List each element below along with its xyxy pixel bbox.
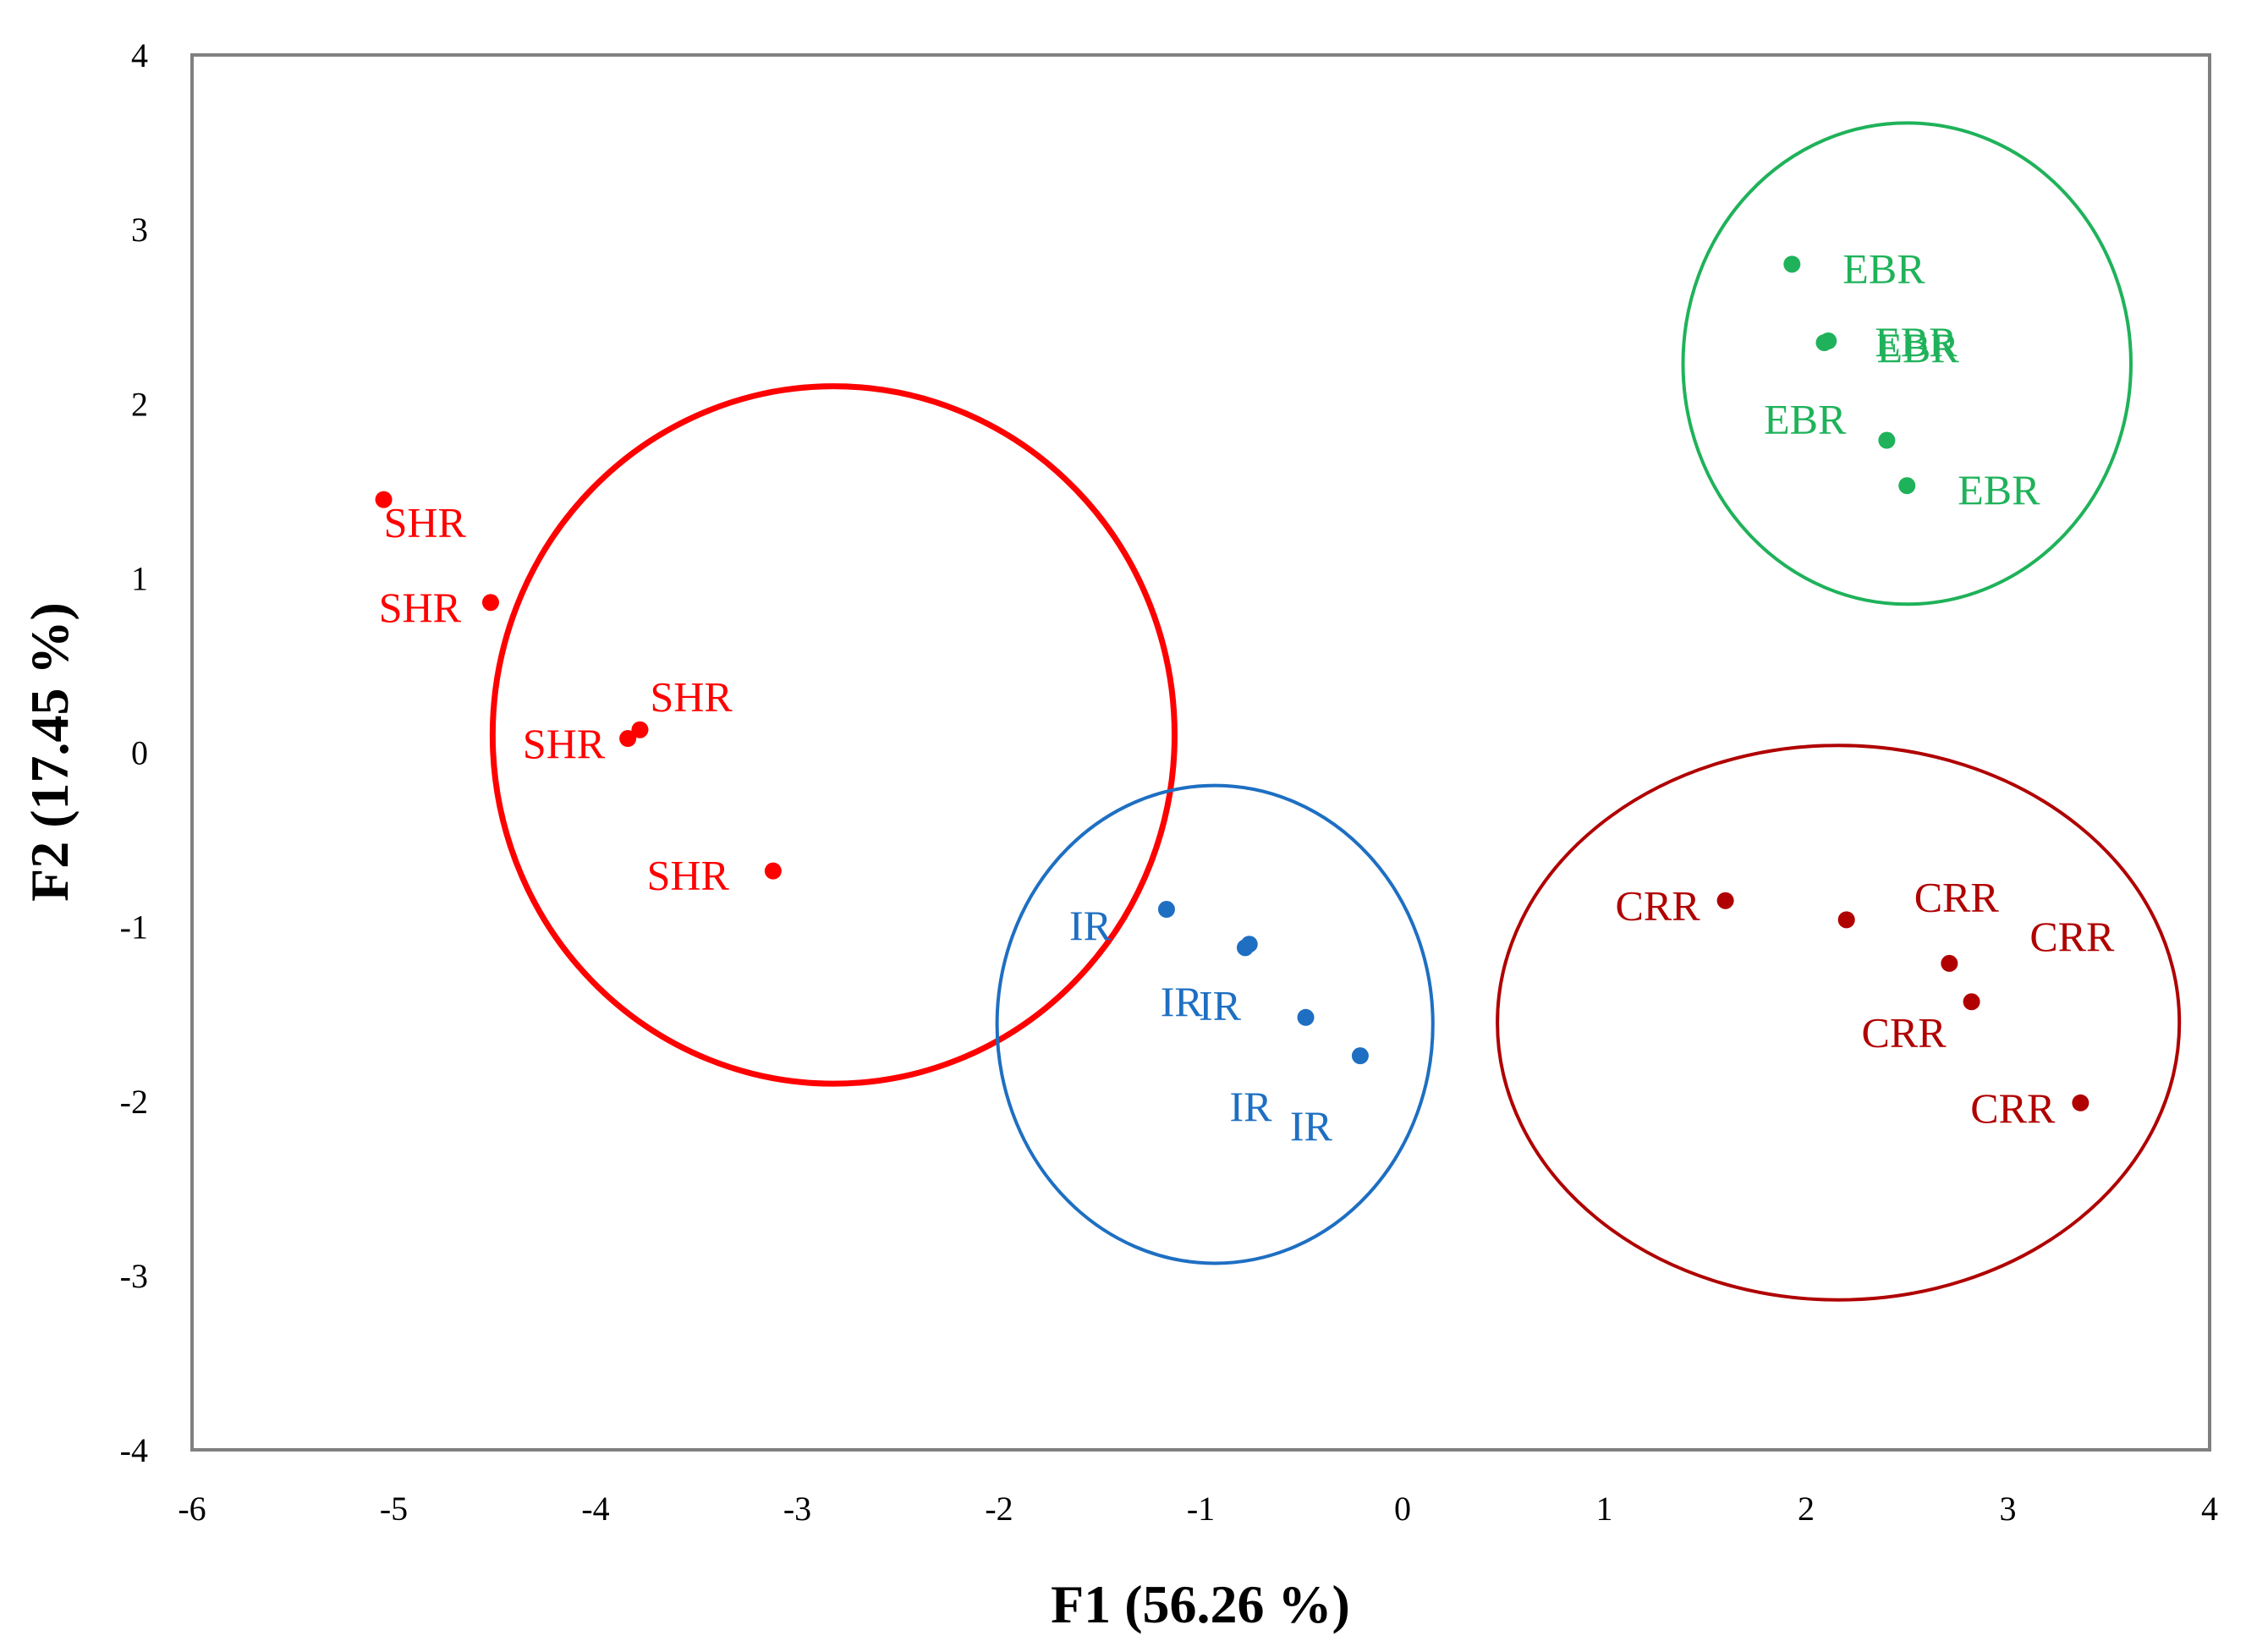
point-crr bbox=[1963, 993, 1980, 1011]
point-ebr bbox=[1898, 477, 1916, 495]
y-tick-label: 0 bbox=[131, 734, 148, 772]
ellipse-crr bbox=[1496, 744, 2182, 1302]
x-tick-label: -1 bbox=[1187, 1490, 1215, 1528]
point-label-ebr: EBR bbox=[1842, 244, 1925, 292]
point-ir bbox=[1157, 901, 1175, 919]
point-ebr bbox=[1878, 431, 1896, 449]
x-tick-label: -5 bbox=[380, 1490, 408, 1528]
point-crr bbox=[1837, 911, 1855, 929]
x-axis-title: F1 (56.26 %) bbox=[1051, 1574, 1350, 1634]
x-tick-label: 2 bbox=[1798, 1490, 1815, 1528]
point-label-ebr: EBR bbox=[1876, 324, 1959, 371]
point-label-crr: CRR bbox=[1914, 873, 2000, 920]
point-label-ebr: EBR bbox=[1958, 466, 2040, 513]
point-label-crr: CRR bbox=[1862, 1008, 1947, 1056]
point-label-crr: CRR bbox=[1970, 1084, 2056, 1132]
point-label-shr: SHR bbox=[384, 499, 467, 546]
y-tick-label: 1 bbox=[131, 559, 148, 597]
point-label-ir: IR bbox=[1230, 1083, 1273, 1130]
x-tick-label: -6 bbox=[178, 1490, 206, 1528]
point-ir bbox=[1297, 1008, 1315, 1026]
plot-area-border bbox=[190, 53, 2211, 1452]
point-ir bbox=[1236, 939, 1254, 957]
axis-ticks: -6 -5 -4 -3 -2 -1 0 1 2 3 4 -4 -3 -2 -1 0 1 2 3 4 bbox=[120, 36, 2218, 1528]
y-tick-label: 2 bbox=[131, 385, 148, 423]
point-ir bbox=[1351, 1047, 1369, 1065]
ellipse-shr bbox=[489, 383, 1178, 1087]
point-label-shr: SHR bbox=[647, 852, 730, 899]
point-ebr bbox=[1783, 255, 1801, 273]
ellipse-ebr bbox=[1681, 121, 2133, 606]
point-label-ebr: EBR bbox=[1875, 318, 1958, 365]
y-tick-label: -4 bbox=[120, 1431, 148, 1469]
ellipse-ir bbox=[995, 783, 1435, 1265]
y-tick-label: 3 bbox=[131, 211, 148, 249]
data-points bbox=[375, 255, 2089, 1111]
point-label-ebr: EBR bbox=[1764, 396, 1847, 443]
y-tick-label: -2 bbox=[120, 1083, 148, 1121]
point-shr bbox=[631, 721, 649, 738]
point-crr bbox=[1716, 892, 1734, 909]
cluster-ellipses bbox=[489, 121, 2182, 1302]
x-tick-label: -4 bbox=[581, 1490, 609, 1528]
point-label-crr: CRR bbox=[2029, 913, 2115, 960]
point-label-ir: IR bbox=[1161, 978, 1204, 1025]
x-tick-label: 0 bbox=[1394, 1490, 1411, 1528]
point-crr bbox=[1941, 954, 1958, 972]
point-label-shr: SHR bbox=[523, 720, 606, 767]
point-label-ir: IR bbox=[1069, 902, 1112, 949]
y-tick-label: 4 bbox=[131, 36, 148, 74]
x-tick-label: 1 bbox=[1596, 1490, 1613, 1528]
y-axis-title: F2 (17.45 %) bbox=[19, 602, 80, 902]
point-label-crr: CRR bbox=[1616, 882, 1701, 930]
x-tick-label: 3 bbox=[2000, 1490, 2017, 1528]
point-label-shr: SHR bbox=[379, 584, 462, 631]
x-tick-label: -2 bbox=[985, 1490, 1013, 1528]
point-crr bbox=[2072, 1094, 2089, 1111]
point-label-shr: SHR bbox=[650, 673, 733, 721]
point-label-ir: IR bbox=[1199, 981, 1242, 1029]
point-shr bbox=[375, 491, 393, 508]
y-tick-label: -1 bbox=[120, 908, 148, 947]
point-label-ir: IR bbox=[1290, 1102, 1333, 1150]
x-tick-label: -3 bbox=[783, 1490, 811, 1528]
point-shr bbox=[481, 594, 499, 612]
point-shr bbox=[764, 862, 782, 880]
point-ebr bbox=[1815, 334, 1833, 352]
y-tick-label: -3 bbox=[120, 1257, 148, 1295]
x-tick-label: 4 bbox=[2201, 1490, 2218, 1528]
point-shr bbox=[619, 730, 637, 748]
